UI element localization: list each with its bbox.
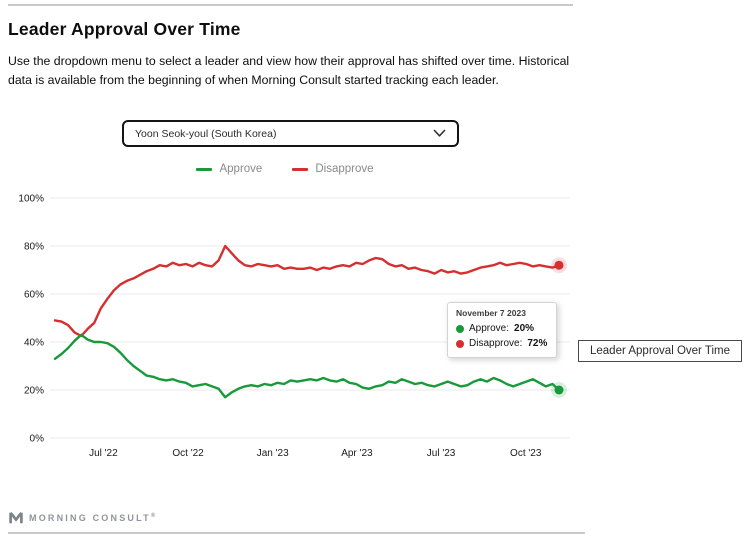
tooltip-disapprove-row: Disapprove: 72% (456, 336, 547, 351)
trademark-symbol: ® (150, 513, 156, 519)
y-tick-label: 0% (30, 434, 45, 445)
page-title: Leader Approval Over Time (8, 19, 241, 39)
top-divider (8, 4, 573, 6)
y-tick-label: 100% (18, 194, 44, 205)
tooltip-approve-value: 20% (514, 323, 535, 334)
x-tick-label: Jan '23 (257, 448, 289, 459)
x-tick-label: Apr '23 (341, 448, 373, 459)
approve-dash-icon (196, 167, 213, 171)
disapprove-line (53, 244, 561, 338)
chevron-down-icon (433, 129, 446, 138)
x-tick-label: Oct '22 (172, 448, 204, 459)
x-tick-label: Jul '22 (89, 448, 118, 459)
leader-select-value: Yoon Seok-youl (South Korea) (135, 127, 277, 140)
tooltip-date: November 7 2023 (456, 308, 526, 318)
disapprove-dash-icon (292, 167, 309, 171)
chart-tooltip: November 7 2023 Approve: 20% Disapprove:… (447, 302, 558, 358)
tooltip-disapprove-label: Disapprove: (469, 338, 523, 349)
chart-plot-area[interactable]: 0% 20% 40% 60% 80% 100% Jul '22 Oct '22 Jan '23 A… (0, 190, 572, 470)
legend-item-approve[interactable]: Approve (196, 163, 262, 175)
approval-line-chart[interactable]: 0% 20% 40% 60% 80% 100% Jul '22 Oct '22 Jan '23 A… (0, 190, 752, 475)
legend-item-disapprove[interactable]: Disapprove (292, 163, 374, 175)
legend-approve-label: Approve (219, 163, 263, 175)
leader-select-dropdown[interactable]: Yoon Seok-youl (South Korea) (122, 120, 459, 147)
y-tick-label: 80% (24, 242, 44, 253)
page-description: Use the dropdown menu to select a leader… (8, 54, 570, 87)
x-tick-label: Jul '23 (427, 448, 456, 459)
approve-end-marker (554, 385, 564, 395)
x-tick-label: Oct '23 (510, 448, 542, 459)
disapprove-dot-icon (456, 339, 464, 348)
tooltip-disapprove-value: 72% (527, 338, 548, 349)
y-tick-label: 20% (24, 386, 44, 397)
y-tick-label: 60% (24, 290, 44, 301)
disapprove-end-marker (554, 260, 564, 270)
chart-legend: Approve Disapprove (0, 163, 570, 175)
footer-brand: MORNING CONSULT® (9, 511, 155, 525)
tooltip-approve-row: Approve: 20% (456, 321, 547, 336)
chart-title-tooltip: Leader Approval Over Time (578, 340, 742, 362)
y-tick-label: 40% (24, 338, 44, 349)
morning-consult-logo-icon (9, 511, 23, 525)
approve-line (53, 333, 561, 399)
tooltip-approve-label: Approve: (469, 323, 510, 334)
approve-dot-icon (456, 324, 464, 333)
brand-name: MORNING CONSULT® (29, 513, 156, 523)
legend-disapprove-label: Disapprove (315, 163, 374, 175)
bottom-divider (8, 532, 585, 534)
